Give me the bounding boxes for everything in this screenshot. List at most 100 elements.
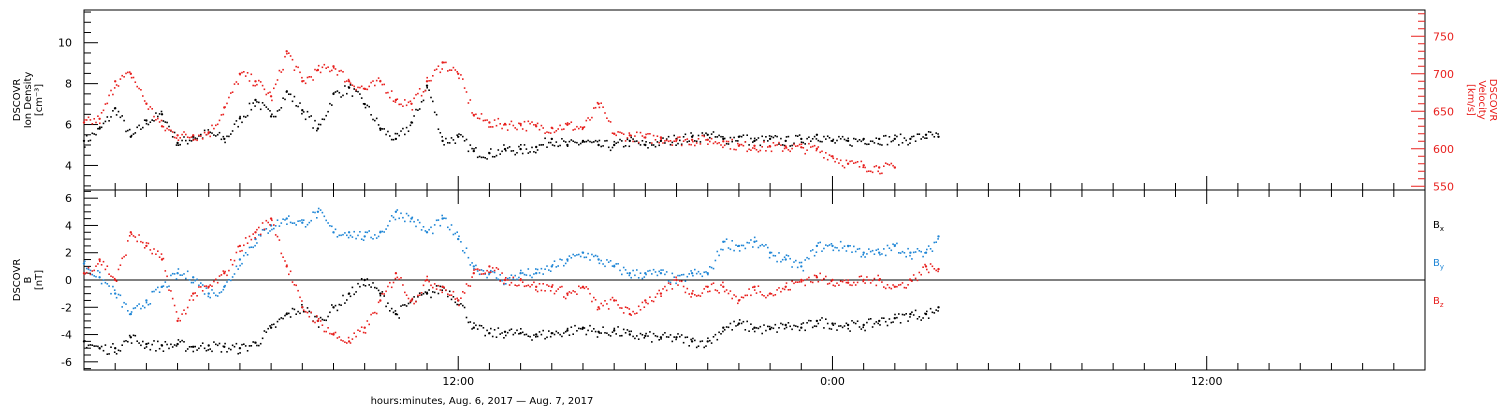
- data-point: [701, 132, 704, 134]
- data-point: [815, 251, 818, 253]
- data-point: [722, 137, 725, 141]
- series-b-: [82, 278, 940, 355]
- data-point: [278, 239, 281, 241]
- data-point: [890, 249, 893, 252]
- data-point: [87, 268, 90, 271]
- data-point: [722, 240, 725, 243]
- data-point: [211, 132, 213, 134]
- data-point: [190, 346, 193, 348]
- data-point: [604, 300, 606, 302]
- data-point: [338, 303, 341, 306]
- data-point: [793, 324, 795, 327]
- data-point: [641, 135, 644, 137]
- data-point: [224, 342, 226, 345]
- data-point: [591, 330, 593, 332]
- data-point: [108, 353, 110, 355]
- data-point: [684, 291, 687, 294]
- data-point: [894, 313, 896, 316]
- data-point: [357, 90, 359, 93]
- data-point: [176, 319, 179, 323]
- data-point: [544, 137, 546, 140]
- data-point: [692, 140, 694, 143]
- data-point: [170, 129, 172, 132]
- data-point: [110, 116, 112, 118]
- data-point: [772, 142, 775, 144]
- data-point: [716, 250, 719, 253]
- data-point: [884, 320, 887, 323]
- data-point: [553, 260, 556, 262]
- data-point: [581, 285, 585, 288]
- data-point: [230, 279, 232, 282]
- data-point: [441, 217, 444, 220]
- data-point: [901, 282, 904, 284]
- data-point: [819, 140, 821, 143]
- data-point: [472, 272, 475, 275]
- data-point: [755, 149, 758, 151]
- data-point: [680, 143, 683, 146]
- data-point: [402, 105, 404, 107]
- data-point: [359, 330, 361, 332]
- data-point: [344, 341, 346, 343]
- data-point: [795, 134, 797, 137]
- data-point: [520, 269, 522, 272]
- data-point: [457, 299, 460, 302]
- data-point: [510, 120, 513, 123]
- data-point: [748, 288, 750, 290]
- data-point: [523, 333, 526, 336]
- data-point: [802, 279, 805, 282]
- data-point: [561, 138, 563, 140]
- data-point: [132, 307, 135, 310]
- data-point: [327, 222, 329, 224]
- data-point: [123, 255, 125, 258]
- data-point: [725, 289, 728, 291]
- data-point: [811, 281, 814, 284]
- data-point: [821, 250, 823, 252]
- data-point: [712, 131, 715, 133]
- data-point: [278, 69, 281, 72]
- data-point: [843, 245, 846, 247]
- data-point: [422, 91, 425, 93]
- data-point: [183, 341, 185, 343]
- data-point: [411, 216, 414, 219]
- data-point: [785, 136, 788, 138]
- data-point: [99, 122, 101, 125]
- data-point: [832, 249, 835, 252]
- data-point: [937, 310, 939, 312]
- data-point: [433, 111, 436, 114]
- data-point: [538, 283, 541, 285]
- data-point: [600, 259, 602, 262]
- data-point: [450, 69, 453, 71]
- data-point: [390, 307, 393, 310]
- data-point: [570, 326, 573, 328]
- data-point: [241, 249, 243, 252]
- data-point: [213, 280, 215, 283]
- data-point: [366, 231, 369, 234]
- data-point: [553, 333, 556, 336]
- data-point: [781, 150, 784, 152]
- data-point: [737, 302, 739, 305]
- data-point: [175, 144, 178, 146]
- data-point: [606, 259, 608, 261]
- data-point: [145, 244, 148, 248]
- data-point: [476, 270, 479, 272]
- data-point: [410, 217, 413, 220]
- data-point: [899, 322, 902, 324]
- data-point: [737, 135, 741, 138]
- data-point: [639, 131, 642, 134]
- data-point: [458, 304, 460, 307]
- data-point: [508, 123, 511, 126]
- data-point: [506, 129, 509, 131]
- data-point: [98, 127, 101, 130]
- data-point: [757, 285, 760, 287]
- data-point: [856, 320, 859, 322]
- data-point: [768, 251, 772, 254]
- data-point: [216, 344, 219, 347]
- data-point: [121, 115, 123, 117]
- data-point: [695, 140, 698, 143]
- data-point: [888, 164, 891, 166]
- data-point: [398, 103, 400, 106]
- data-point: [607, 146, 610, 149]
- data-point: [136, 305, 138, 307]
- data-point: [581, 141, 584, 143]
- data-point: [288, 215, 290, 217]
